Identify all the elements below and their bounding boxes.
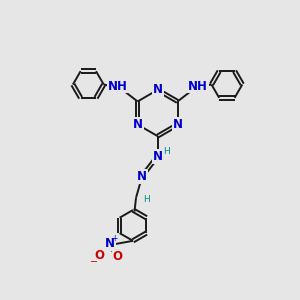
Text: H: H <box>164 147 170 156</box>
Text: N: N <box>105 237 115 250</box>
Text: N: N <box>133 118 142 131</box>
Text: N: N <box>153 150 163 163</box>
Text: −: − <box>90 256 98 267</box>
Text: O: O <box>94 249 104 262</box>
Text: +: + <box>111 234 118 243</box>
Text: NH: NH <box>188 80 208 92</box>
Text: N: N <box>137 169 147 183</box>
Text: H: H <box>143 195 150 204</box>
Text: O: O <box>112 250 123 263</box>
Text: NH: NH <box>108 80 127 92</box>
Text: N: N <box>172 118 183 131</box>
Text: N: N <box>153 83 163 96</box>
